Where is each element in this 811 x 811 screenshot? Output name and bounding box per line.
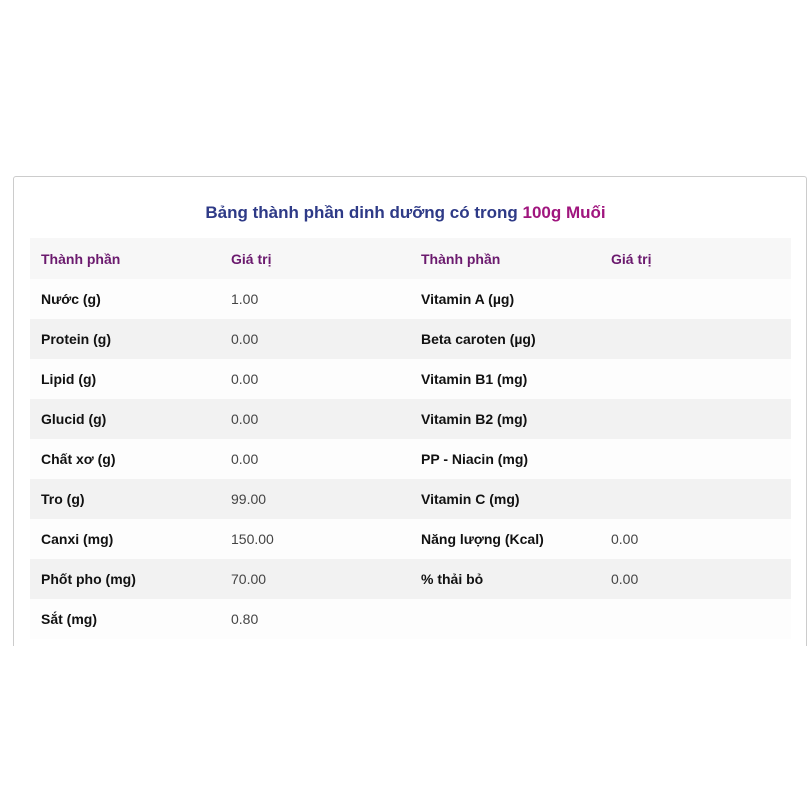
nutrient-name: Lipid (g)	[30, 359, 220, 399]
nutrient-name: Glucid (g)	[30, 399, 220, 439]
table-row: Nước (g) 1.00 Vitamin A (µg)	[30, 279, 791, 319]
table-row: Tro (g) 99.00 Vitamin C (mg)	[30, 479, 791, 519]
nutrient-value: 0.00	[220, 319, 410, 359]
nutrient-value: 150.00	[220, 519, 410, 559]
nutrition-table: Thành phần Giá trị Thành phần Giá trị Nư…	[30, 238, 791, 639]
nutrient-value	[600, 319, 791, 359]
nutrient-name	[410, 599, 600, 639]
nutrient-value: 70.00	[220, 559, 410, 599]
nutrient-name: Chất xơ (g)	[30, 439, 220, 479]
nutrient-value: 0.00	[600, 559, 791, 599]
table-row: Phốt pho (mg) 70.00% thải bỏ 0.00	[30, 559, 791, 599]
nutrient-name: Sắt (mg)	[30, 599, 220, 639]
nutrient-name: Canxi (mg)	[30, 519, 220, 559]
nutrient-value: 0.80	[220, 599, 410, 639]
table-row: Lipid (g) 0.00 Vitamin B1 (mg)	[30, 359, 791, 399]
nutrient-name: Vitamin B1 (mg)	[410, 359, 600, 399]
nutrient-name: Tro (g)	[30, 479, 220, 519]
nutrient-value: 99.00	[220, 479, 410, 519]
nutrient-value: 0.00	[220, 359, 410, 399]
nutrient-value	[600, 479, 791, 519]
nutrition-card	[13, 176, 807, 646]
nutrient-value	[600, 399, 791, 439]
header-value: Giá trị	[600, 238, 791, 279]
table-title: Bảng thành phần dinh dưỡng có trong 100g…	[0, 203, 811, 223]
header-component: Thành phần	[30, 238, 220, 279]
nutrient-value	[600, 599, 791, 639]
table-row: Glucid (g) 0.00 Vitamin B2 (mg)	[30, 399, 791, 439]
title-text: Bảng thành phần dinh dưỡng có trong	[205, 203, 518, 222]
nutrient-value	[600, 279, 791, 319]
nutrient-value: 1.00	[220, 279, 410, 319]
header-value: Giá trị	[220, 238, 410, 279]
nutrient-name: Beta caroten (µg)	[410, 319, 600, 359]
nutrient-value	[600, 359, 791, 399]
nutrient-name: Nước (g)	[30, 279, 220, 319]
nutrient-value: 0.00	[220, 399, 410, 439]
table-row: Chất xơ (g) 0.00 PP - Niacin (mg)	[30, 439, 791, 479]
nutrient-name: Vitamin B2 (mg)	[410, 399, 600, 439]
nutrient-name: Vitamin A (µg)	[410, 279, 600, 319]
header-component: Thành phần	[410, 238, 600, 279]
nutrient-name: % thải bỏ	[410, 559, 600, 599]
nutrient-name: Protein (g)	[30, 319, 220, 359]
table-row: Protein (g) 0.00 Beta caroten (µg)	[30, 319, 791, 359]
table-row: Sắt (mg) 0.80	[30, 599, 791, 639]
nutrient-name: Vitamin C (mg)	[410, 479, 600, 519]
nutrient-value: 0.00	[600, 519, 791, 559]
title-highlight: 100g Muối	[522, 203, 606, 222]
nutrient-value	[600, 439, 791, 479]
table-row: Canxi (mg) 150.00 Năng lượng (Kcal) 0.00	[30, 519, 791, 559]
table-header: Thành phần Giá trị Thành phần Giá trị	[30, 238, 791, 279]
nutrient-name: Năng lượng (Kcal)	[410, 519, 600, 559]
nutrient-name: Phốt pho (mg)	[30, 559, 220, 599]
nutrient-name: PP - Niacin (mg)	[410, 439, 600, 479]
nutrient-value: 0.00	[220, 439, 410, 479]
